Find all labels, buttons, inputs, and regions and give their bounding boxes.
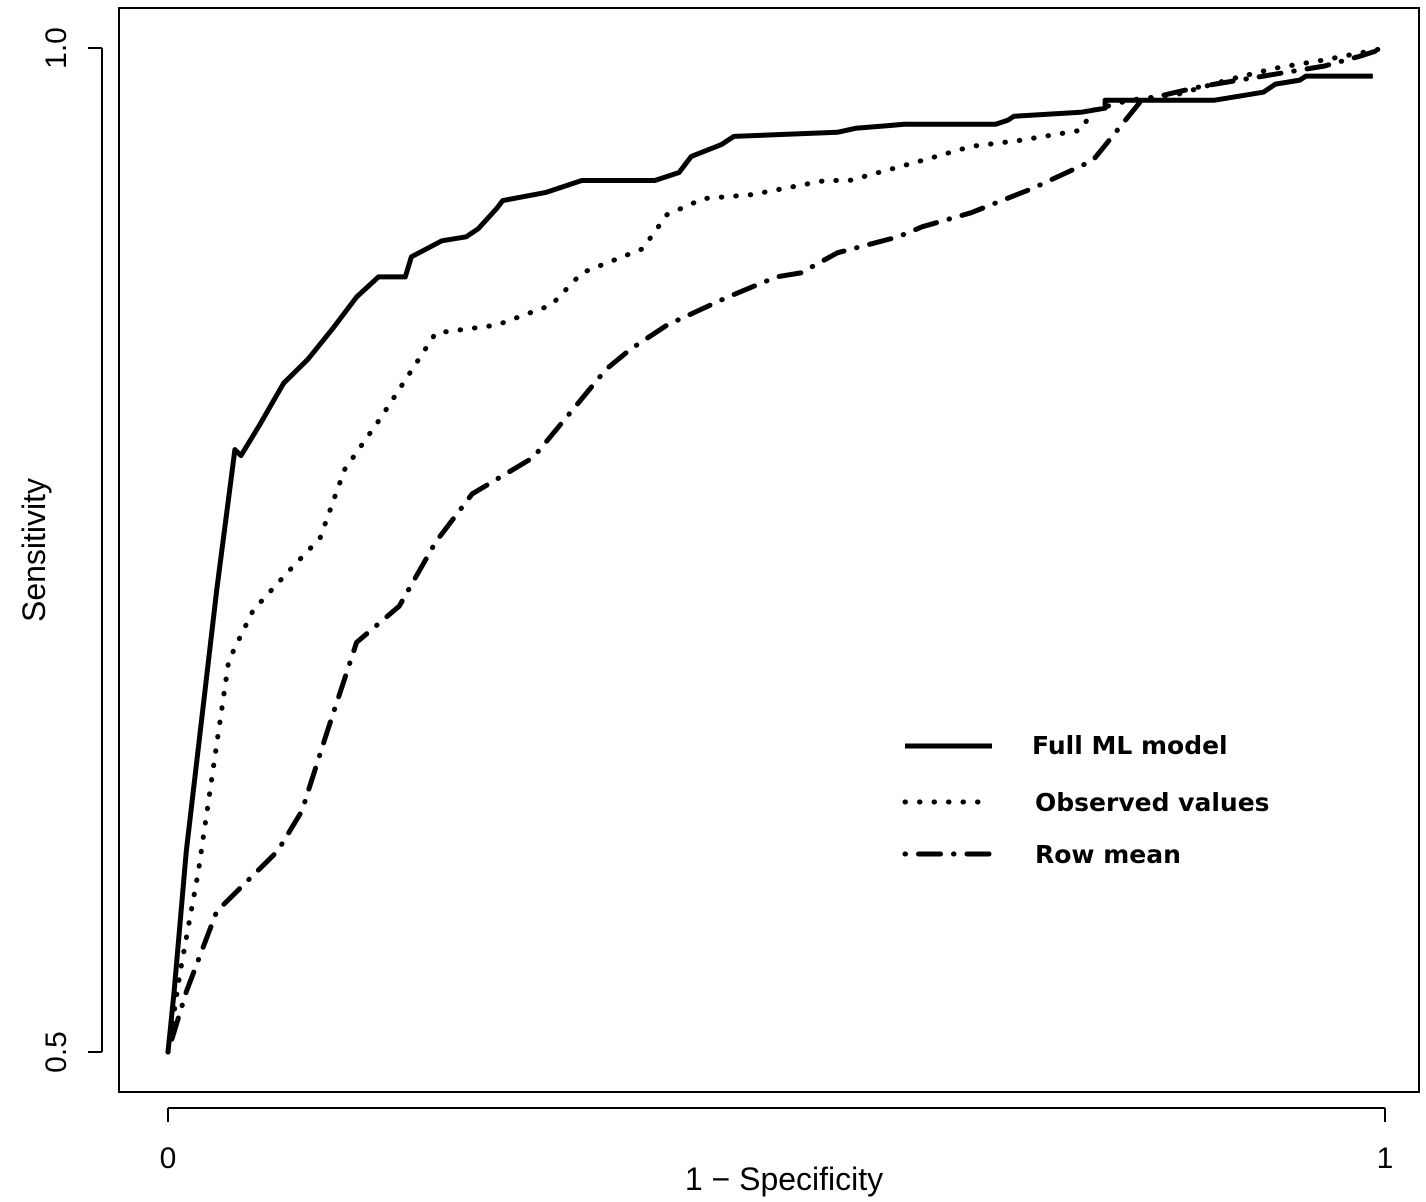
y-tick-label-1: 1.0 <box>40 27 73 69</box>
y-axis-title: Sensitivity <box>16 478 52 622</box>
axis-layer <box>88 47 1386 1122</box>
x-axis-title: 1 − Specificity <box>685 1161 883 1197</box>
series-line-row-mean <box>165 45 1388 1055</box>
legend: Full ML model Observed values Row mean <box>902 731 1270 869</box>
series-line-observed-values <box>165 45 1388 1055</box>
series-line-full-ml-model <box>165 73 1373 1053</box>
legend-label-row-mean: Row mean <box>1035 840 1181 869</box>
plot-frame <box>118 7 1420 1093</box>
x-tick-label-1: 1 <box>1377 1142 1394 1175</box>
y-tick-label-0: 0.5 <box>40 1031 73 1073</box>
series-layer <box>165 45 1388 1055</box>
legend-label-observed-values: Observed values <box>1035 788 1270 817</box>
legend-label-full-ml-model: Full ML model <box>1032 731 1228 760</box>
x-tick-label-0: 0 <box>160 1142 177 1175</box>
